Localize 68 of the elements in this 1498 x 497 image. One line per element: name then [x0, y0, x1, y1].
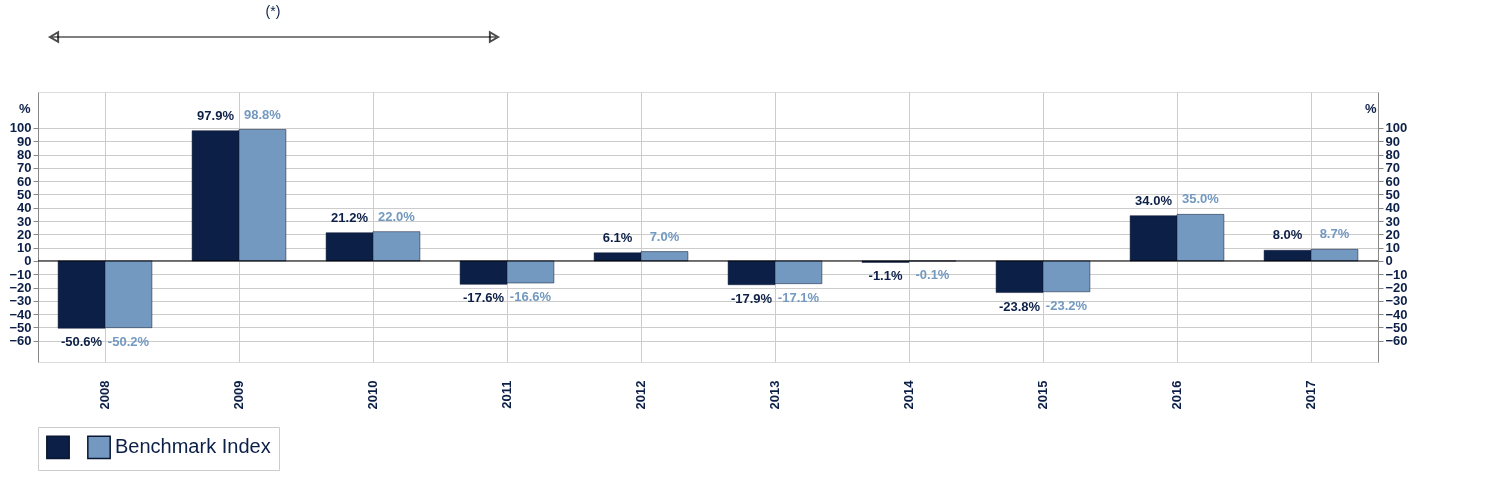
data-label: 8.7% — [1319, 226, 1350, 242]
data-label: -23.8% — [998, 298, 1041, 314]
data-label: -17.6% — [462, 290, 505, 306]
y2-tick-label: −40 — [1385, 306, 1408, 322]
data-label: 97.9% — [197, 107, 235, 123]
data-label: -23.2% — [1045, 297, 1088, 313]
y-tick-label: 10 — [17, 240, 32, 256]
data-label: 98.8% — [244, 106, 282, 122]
y-tick-label: 80 — [17, 147, 32, 163]
x-tick-label: 2015 — [1035, 380, 1050, 410]
x-tick-label: 2012 — [633, 380, 648, 410]
data-label: -50.6% — [60, 334, 103, 350]
y2-tick-label: 100 — [1385, 120, 1408, 136]
y-tick-label: −30 — [9, 293, 32, 309]
y2-tick-label: 50 — [1385, 186, 1400, 202]
legend-label: Benchmark Index — [115, 435, 271, 458]
data-label: 21.2% — [331, 209, 369, 225]
x-tick-label: 2010 — [365, 380, 380, 410]
y-tick-label: 0 — [24, 253, 32, 269]
text: (*) — [265, 3, 281, 19]
y2-tick-label: 80 — [1385, 147, 1400, 163]
y-tick-label: 20 — [17, 226, 32, 242]
x-tick-label: 2017 — [1303, 380, 1318, 410]
y2-tick-label: 60 — [1385, 173, 1400, 189]
data-label: -16.6% — [509, 289, 552, 304]
data-label: 34.0% — [1135, 192, 1173, 208]
x-tick-label: 2008 — [97, 380, 112, 410]
y-tick-label: −50 — [9, 319, 32, 335]
data-label: 35.0% — [1182, 191, 1220, 207]
data-label: -17.1% — [777, 289, 820, 305]
y-tick-label: −60 — [9, 333, 32, 349]
y2-tick-label: 0 — [1385, 253, 1393, 269]
data-label: 22.0% — [378, 208, 416, 224]
y-tick-label: 30 — [17, 213, 32, 229]
y2-tick-label: 20 — [1385, 226, 1400, 242]
y2-tick-label: −20 — [1385, 280, 1408, 296]
x-tick-label: 2009 — [231, 380, 246, 410]
data-label: -1.1% — [868, 268, 903, 284]
y-tick-label: 50 — [17, 186, 32, 202]
y2-tick-label: 10 — [1385, 240, 1400, 256]
data-label: 6.1% — [602, 229, 633, 245]
y2-tick-label: −60 — [1385, 333, 1408, 349]
x-tick-label: 2016 — [1169, 380, 1184, 410]
y-tick-label: −10 — [9, 266, 32, 282]
y-tick-label: −40 — [9, 306, 32, 322]
data-label: 8.0% — [1272, 227, 1303, 243]
y-tick-label: 90 — [17, 133, 32, 149]
data-label: -17.9% — [730, 290, 773, 306]
data-label: 7.0% — [649, 228, 680, 244]
y2-tick-label: 30 — [1385, 213, 1400, 229]
y2-axis-title: % — [1364, 101, 1377, 117]
data-label: -0.1% — [915, 267, 950, 283]
y-tick-label: 100 — [9, 120, 32, 136]
x-tick-label: 2011 — [499, 380, 514, 409]
y2-tick-label: 40 — [1385, 200, 1400, 216]
y-axis-title: % — [18, 101, 31, 117]
y2-tick-label: −50 — [1385, 319, 1408, 335]
y2-tick-label: −10 — [1385, 266, 1408, 282]
y2-tick-label: 90 — [1385, 133, 1400, 149]
y2-tick-label: 70 — [1385, 160, 1400, 176]
y-tick-label: −20 — [9, 280, 32, 296]
y-tick-label: 70 — [17, 160, 32, 176]
y2-tick-label: −30 — [1385, 293, 1408, 309]
x-tick-label: 2014 — [901, 379, 916, 410]
y-tick-label: 60 — [17, 173, 32, 189]
data-label: -50.2% — [107, 333, 150, 349]
x-tick-label: 2013 — [767, 380, 782, 410]
y-tick-label: 40 — [17, 200, 32, 216]
